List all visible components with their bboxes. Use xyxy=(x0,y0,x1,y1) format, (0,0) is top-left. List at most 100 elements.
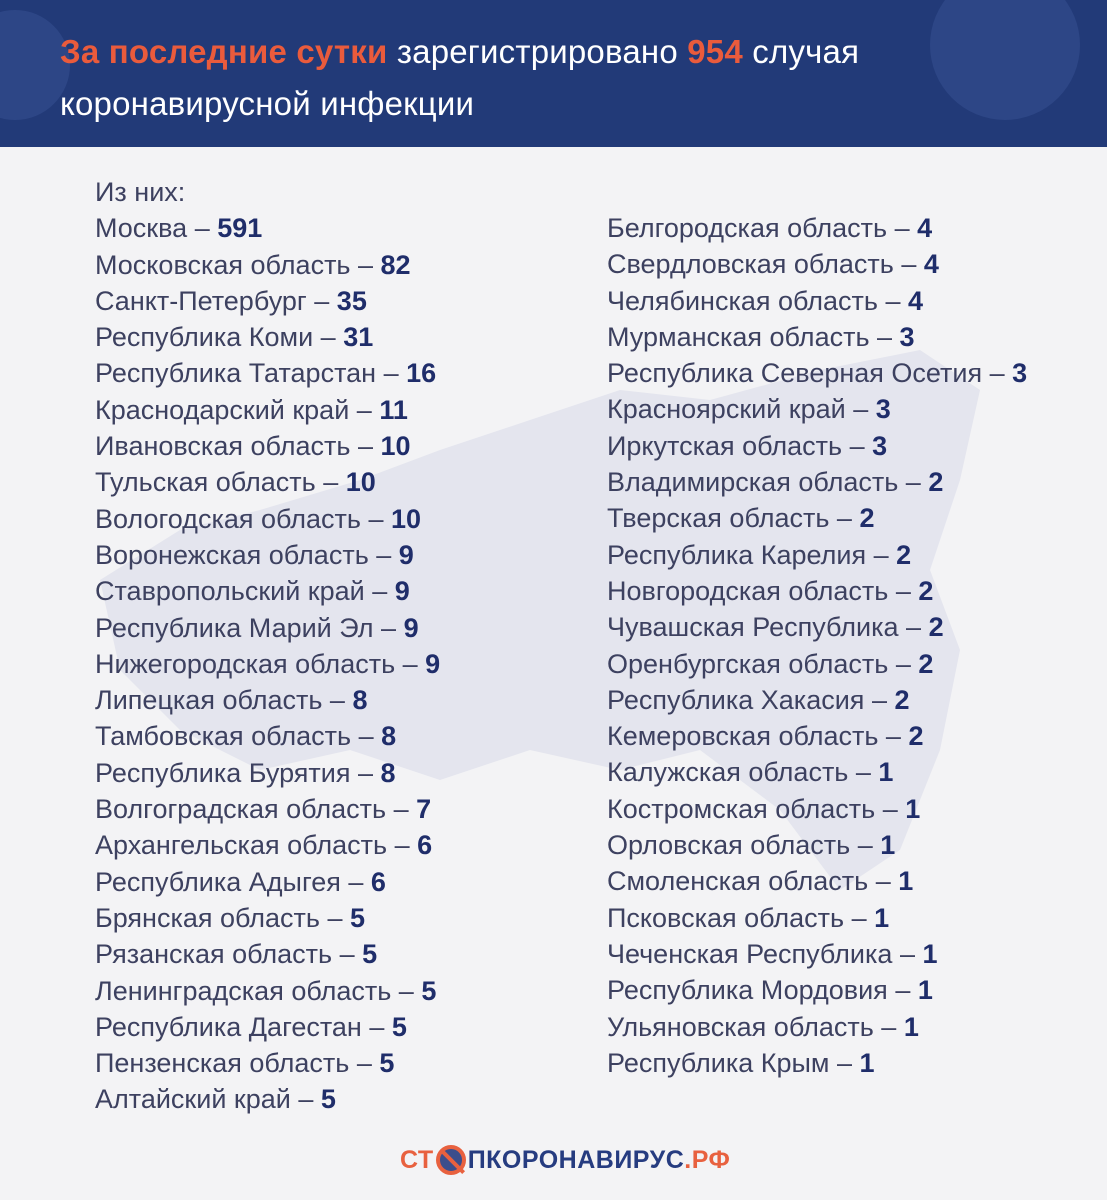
region-row: Республика Карелия – 2 xyxy=(607,537,1027,573)
region-row: Республика Мордовия – 1 xyxy=(607,972,1027,1008)
region-row: Тамбовская область – 8 xyxy=(95,718,440,754)
region-name: Свердловская область xyxy=(607,249,894,280)
case-count: 1 xyxy=(917,975,933,1006)
region-name: Нижегородская область xyxy=(95,648,396,679)
region-name: Челябинская область xyxy=(607,285,878,316)
case-count: 2 xyxy=(908,721,924,752)
region-row: Костромская область – 1 xyxy=(607,791,1027,827)
separator: – xyxy=(360,503,391,534)
left-region-list: Из них: Москва – 591 Московская область –… xyxy=(95,174,440,1118)
separator: – xyxy=(850,830,881,861)
region-name: Пензенская область xyxy=(95,1048,350,1079)
region-name: Ставропольский край xyxy=(95,576,365,607)
region-row: Республика Бурятия – 8 xyxy=(95,755,440,791)
right-region-list: Белгородская область – 4 Свердловская обл… xyxy=(607,210,1027,1081)
region-name: Республика Дагестан xyxy=(95,1011,362,1042)
separator: – xyxy=(864,684,895,715)
region-row: Оренбургская область – 2 xyxy=(607,646,1027,682)
region-row: Ульяновская область – 1 xyxy=(607,1009,1027,1045)
region-name: Санкт-Петербург xyxy=(95,285,307,316)
region-row: Кемеровская область – 2 xyxy=(607,718,1027,754)
crossed-virus-icon xyxy=(435,1145,466,1175)
virus-decoration xyxy=(930,0,1080,120)
case-count: 2 xyxy=(928,467,944,498)
region-name: Оренбургская область xyxy=(607,648,889,679)
separator: – xyxy=(361,1011,392,1042)
region-row: Московская область – 82 xyxy=(95,247,440,283)
case-count: 1 xyxy=(903,1011,919,1042)
region-name: Липецкая область xyxy=(95,685,323,716)
region-row: Вологодская область – 10 xyxy=(95,501,440,537)
region-name: Республика Адыгея xyxy=(95,866,341,897)
case-count: 591 xyxy=(217,213,263,244)
case-count: 1 xyxy=(898,866,914,897)
region-name: Тверская область xyxy=(607,503,830,534)
separator: – xyxy=(888,575,919,606)
region-row: Воронежская область – 9 xyxy=(95,537,440,573)
separator: – xyxy=(875,793,906,824)
region-row: Иркутская область – 3 xyxy=(607,428,1027,464)
logo-text: ПКОРОНАВИРУС xyxy=(467,1145,685,1174)
separator: – xyxy=(376,358,407,389)
case-count: 3 xyxy=(875,394,891,425)
case-count: 10 xyxy=(345,467,376,498)
region-row: Республика Коми – 31 xyxy=(95,319,440,355)
case-count: 11 xyxy=(379,394,408,425)
case-count: 1 xyxy=(905,793,921,824)
region-name: Республика Карелия xyxy=(607,539,867,570)
case-count: 1 xyxy=(922,938,938,969)
region-name: Псковская область xyxy=(607,902,845,933)
region-row: Белгородская область – 4 xyxy=(607,210,1027,246)
region-row: Липецкая область – 8 xyxy=(95,682,440,718)
separator: – xyxy=(290,1084,321,1115)
case-count: 5 xyxy=(391,1011,407,1042)
separator: – xyxy=(340,866,371,897)
separator: – xyxy=(332,939,363,970)
separator: – xyxy=(829,1047,860,1078)
separator: – xyxy=(368,539,399,570)
region-row: Псковская область – 1 xyxy=(607,900,1027,936)
separator: – xyxy=(387,830,418,861)
region-name: Республика Северная Осетия xyxy=(607,358,983,389)
region-name: Мурманская область xyxy=(607,321,870,352)
region-name: Костромская область xyxy=(607,793,876,824)
region-row: Красноярский край – 3 xyxy=(607,391,1027,427)
region-name: Москва xyxy=(95,213,188,244)
region-name: Ульяновская область xyxy=(607,1011,874,1042)
case-count: 1 xyxy=(874,902,890,933)
region-name: Республика Бурятия xyxy=(95,757,351,788)
russia-map-silhouette xyxy=(100,350,980,890)
separator: – xyxy=(350,757,381,788)
case-count: 3 xyxy=(1012,358,1028,389)
separator: – xyxy=(829,503,860,534)
region-row: Ленинградская область – 5 xyxy=(95,973,440,1009)
case-count: 5 xyxy=(320,1084,336,1115)
separator: – xyxy=(350,249,381,280)
region-row: Владимирская область – 2 xyxy=(607,464,1027,500)
case-count: 2 xyxy=(859,503,875,534)
region-name: Брянская область xyxy=(95,902,320,933)
case-count: 5 xyxy=(421,975,437,1006)
separator: – xyxy=(873,1011,904,1042)
region-row: Республика Северная Осетия – 3 xyxy=(607,355,1027,391)
region-name: Тульская область xyxy=(95,467,316,498)
case-count: 8 xyxy=(381,721,397,752)
separator: – xyxy=(306,285,337,316)
case-count: 2 xyxy=(918,648,934,679)
region-name: Московская область xyxy=(95,249,351,280)
case-count: 16 xyxy=(406,358,437,389)
separator: – xyxy=(350,431,381,462)
region-name: Чеченская Республика xyxy=(607,938,893,969)
region-row: Челябинская область – 4 xyxy=(607,283,1027,319)
region-name: Ивановская область xyxy=(95,431,351,462)
region-row: Республика Татарстан – 16 xyxy=(95,355,440,391)
region-name: Кемеровская область xyxy=(607,721,879,752)
headline-text: зарегистрировано xyxy=(387,33,688,70)
separator: – xyxy=(386,794,417,825)
separator: – xyxy=(866,539,897,570)
separator: – xyxy=(868,866,899,897)
region-row: Тверская область – 2 xyxy=(607,500,1027,536)
region-row: Мурманская область – 3 xyxy=(607,319,1027,355)
region-name: Смоленская область xyxy=(607,866,869,897)
separator: – xyxy=(349,1048,380,1079)
